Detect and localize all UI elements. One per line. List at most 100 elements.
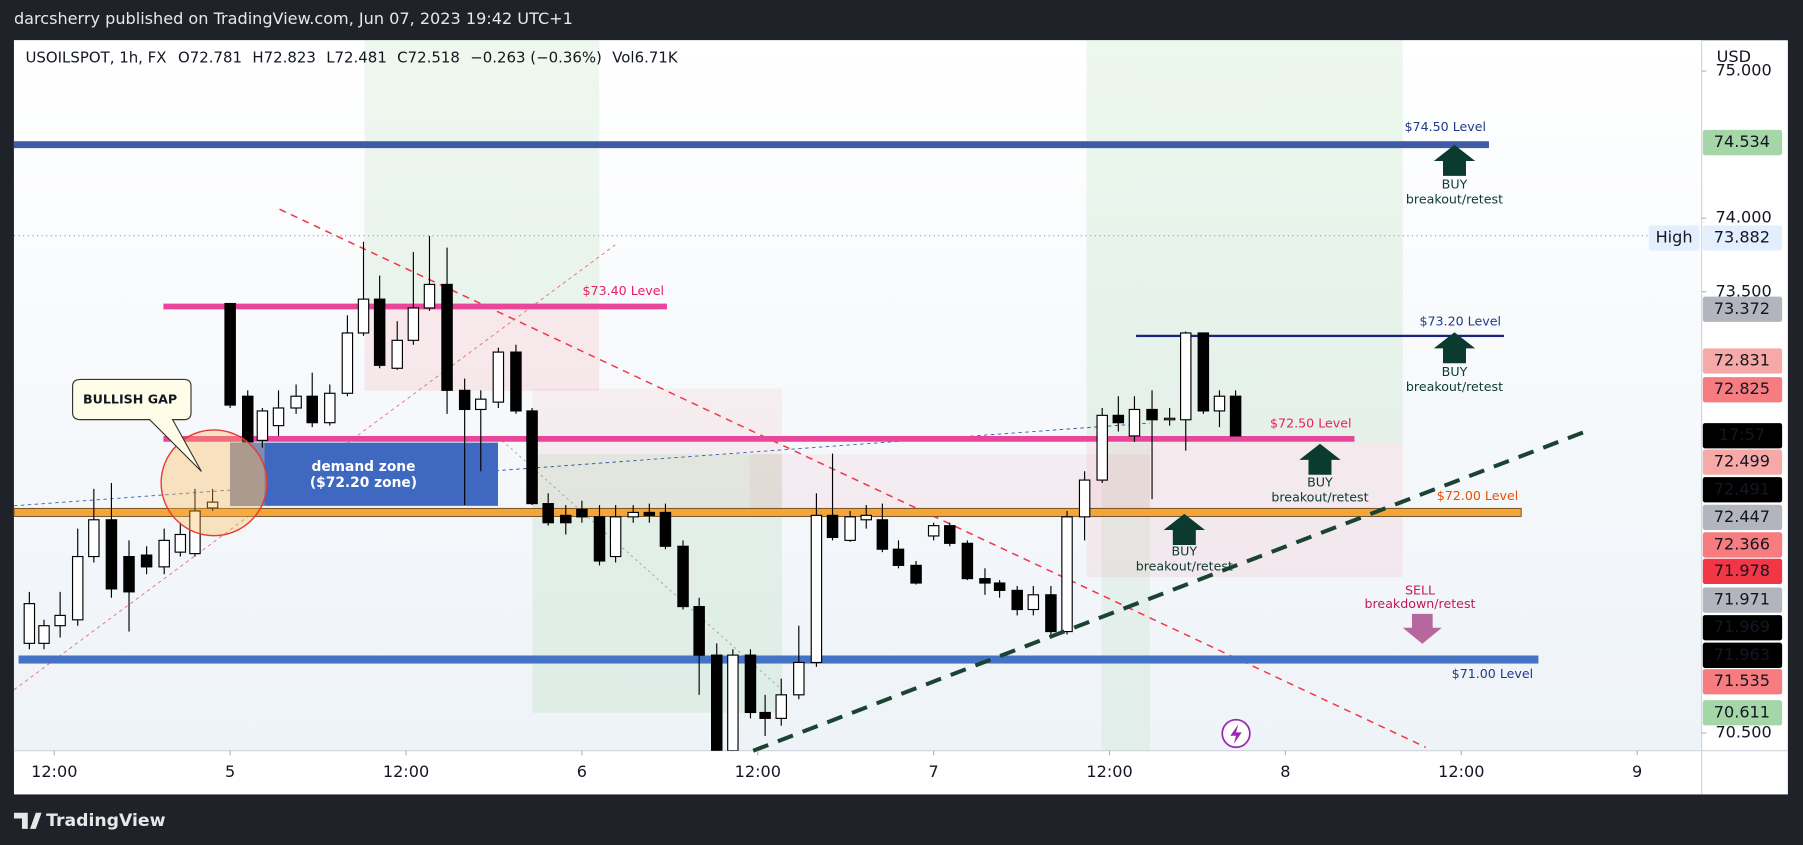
- level-label: $71.00 Level: [1452, 666, 1534, 681]
- price-badge-label: 72.366: [1714, 534, 1770, 553]
- stop-zone: [532, 388, 782, 509]
- callout: [72, 378, 202, 472]
- price-badge-label: 72.831: [1714, 350, 1770, 369]
- candle-body: [306, 395, 318, 424]
- price-badge-label: 71.963: [1714, 645, 1770, 664]
- candle-body: [693, 605, 705, 656]
- level-line: [163, 436, 1355, 442]
- level-line: [163, 303, 667, 310]
- candle-body: [744, 654, 757, 714]
- target-zone: [1086, 40, 1403, 443]
- price-badge-label: 74.534: [1714, 132, 1770, 151]
- candle-body: [1027, 594, 1040, 611]
- candle-body: [775, 694, 787, 719]
- candle-body: [1180, 332, 1192, 421]
- buy-text: breakout/retest: [1271, 489, 1368, 504]
- candle-body: [357, 298, 370, 334]
- buy-text: breakout/retest: [1136, 558, 1233, 573]
- legend-item: C72.518: [397, 49, 460, 67]
- candle-body: [1128, 408, 1141, 437]
- price-badge-label: 73.372: [1714, 299, 1770, 318]
- level-line: [18, 655, 1539, 664]
- price-badge: [1702, 377, 1783, 403]
- buy-text: BUY: [1307, 474, 1333, 489]
- candles: [23, 235, 1242, 751]
- candle-body: [979, 578, 991, 584]
- level-line: [13, 507, 1522, 517]
- up-arrow: [1433, 144, 1476, 176]
- candle-body: [174, 533, 187, 553]
- y-tick-label: 73.500: [1715, 281, 1771, 300]
- target-zone: [1101, 442, 1150, 751]
- candle-body: [492, 351, 505, 403]
- candle-body: [810, 514, 823, 664]
- candle-body: [290, 395, 302, 409]
- x-tick-label: 6: [577, 762, 587, 781]
- levels: $74.50 Level $73.40 Level $73.20 Level $72.…: [13, 119, 1539, 681]
- support-trend-line: [752, 426, 1594, 753]
- candle-body: [88, 519, 100, 558]
- candle-body: [593, 516, 606, 562]
- candle-body: [860, 514, 872, 521]
- candle-body: [475, 398, 487, 411]
- sell-text: SELL: [1405, 582, 1435, 597]
- candle-body: [560, 514, 572, 524]
- candle-body: [206, 501, 219, 509]
- candle-body: [341, 332, 354, 394]
- x-tick-label: 7: [929, 762, 939, 781]
- candle-body: [677, 545, 689, 608]
- currency: USD: [1717, 47, 1751, 66]
- candle-body: [892, 548, 905, 566]
- candle-body: [38, 625, 50, 644]
- legend-item: Vol6.71K: [612, 49, 679, 67]
- legend-item: O72.781: [178, 49, 242, 67]
- stop-zone: [364, 305, 600, 391]
- candle-body: [272, 407, 285, 427]
- buy-text: BUY: [1442, 364, 1468, 379]
- candle-body: [627, 511, 639, 518]
- price-badge: [1702, 558, 1783, 585]
- high-tag-label: High: [1656, 227, 1693, 246]
- price-badge: [1702, 615, 1783, 641]
- candle-body: [643, 511, 656, 516]
- x-tick-label: 12:00: [1086, 762, 1132, 781]
- candle-body: [54, 614, 66, 627]
- level-label: $74.50 Level: [1405, 119, 1487, 134]
- candle-body: [510, 351, 522, 412]
- x-tick-label: 8: [1280, 762, 1290, 781]
- price-badge: [1702, 225, 1783, 251]
- candle-body: [224, 302, 236, 406]
- sell-text: breakdown/retest: [1364, 596, 1475, 611]
- price-badge: [1702, 642, 1783, 668]
- publish-line: darcsherry published on TradingView.com,…: [14, 9, 573, 28]
- candle-body: [609, 516, 622, 558]
- candle-body: [993, 582, 1006, 591]
- candle-body: [944, 525, 956, 544]
- up-arrow: [1433, 332, 1476, 364]
- candle-body: [710, 654, 723, 751]
- level-line: [1136, 334, 1504, 338]
- price-badge-label: 71.978: [1714, 561, 1770, 580]
- candle-body: [927, 525, 940, 537]
- price-badge: [1702, 587, 1783, 613]
- candle-body: [256, 410, 269, 441]
- up-arrow: [1299, 443, 1341, 475]
- candle-body: [1146, 408, 1158, 421]
- legend-item: H72.823: [252, 49, 315, 67]
- y-tick-label: 70.500: [1715, 723, 1771, 742]
- price-badge-label: 17:57: [1719, 425, 1765, 444]
- zone-text: ($72.20 zone): [310, 475, 417, 491]
- candle-body: [1197, 332, 1210, 412]
- x-tick-label: 9: [1632, 762, 1642, 781]
- x-tick-label: 12:00: [31, 762, 77, 781]
- callout-text: BULLISH GAP: [83, 392, 177, 407]
- price-badge-label: 72.825: [1714, 379, 1770, 398]
- candle-body: [826, 514, 839, 539]
- x-tick-label: 12:00: [1438, 762, 1484, 781]
- candle-body: [793, 661, 805, 696]
- candle-body: [910, 564, 922, 584]
- labels: USOILSPOT, 1h, FX USD BULLISH GAP demand…: [13, 47, 1751, 831]
- buy-text: breakout/retest: [1406, 379, 1503, 394]
